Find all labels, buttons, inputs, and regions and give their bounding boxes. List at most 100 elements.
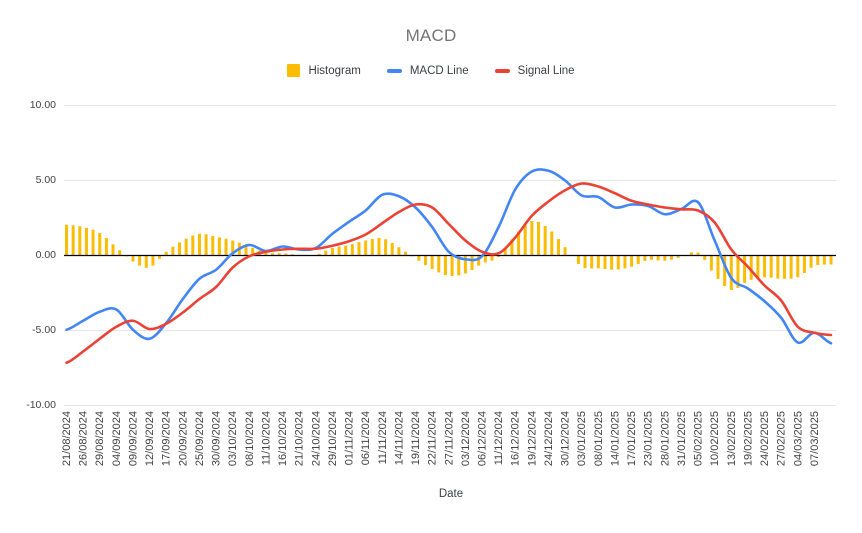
x-tick-label: 24/12/2024: [543, 411, 555, 466]
x-tick-label: 07/03/2025: [809, 411, 821, 466]
histogram-swatch-icon: [287, 64, 301, 77]
x-tick-label: 22/11/2024: [427, 411, 439, 465]
x-tick-label: 11/10/2024: [260, 411, 272, 465]
histogram-bar: [224, 238, 228, 256]
histogram-bar: [457, 255, 461, 276]
histogram-bar: [530, 221, 534, 256]
legend-item-histogram: Histogram: [287, 64, 361, 77]
histogram-bar: [104, 238, 108, 256]
histogram-bar: [317, 253, 321, 256]
histogram-bar: [144, 255, 148, 268]
histogram-bar: [344, 245, 348, 256]
histogram-bar: [816, 255, 820, 266]
x-tick-label: 04/03/2025: [792, 411, 804, 466]
legend-label-signal-line: Signal Line: [517, 64, 575, 77]
x-tick-label: 14/11/2024: [393, 411, 405, 465]
histogram-bar: [191, 235, 195, 256]
histogram-bar: [776, 255, 780, 279]
x-tick-label: 29/10/2024: [327, 411, 339, 466]
histogram-bar: [829, 255, 833, 265]
x-tick-label: 31/01/2025: [676, 411, 688, 466]
histogram-bar: [284, 253, 288, 256]
histogram-bar: [477, 255, 481, 266]
histogram-bar: [111, 244, 115, 256]
histogram-bar: [563, 247, 567, 256]
legend-item-macd-line: MACD Line: [386, 64, 469, 77]
x-tick-label: 27/02/2025: [776, 411, 788, 466]
x-tick-label: 19/11/2024: [410, 411, 422, 465]
y-tick-label: -5.00: [32, 324, 56, 336]
histogram-bar: [84, 227, 88, 256]
x-tick-label: 14/01/2025: [609, 411, 621, 466]
histogram-bar: [417, 255, 421, 261]
histogram-bar: [523, 224, 527, 256]
histogram-bar: [782, 255, 786, 279]
x-tick-label: 12/09/2024: [144, 411, 156, 466]
histogram-bar: [743, 255, 747, 283]
x-tick-label: 19/12/2024: [526, 411, 538, 466]
macd-line-swatch-icon: [386, 68, 402, 73]
legend-label-macd-line: MACD Line: [409, 64, 469, 77]
x-tick-label: 13/02/2025: [726, 411, 738, 466]
y-tick-label: 0.00: [35, 249, 56, 261]
histogram-bar: [669, 255, 673, 260]
x-tick-label: 29/08/2024: [94, 411, 106, 466]
histogram-bar: [576, 255, 580, 264]
x-tick-label: 17/09/2024: [161, 411, 173, 466]
histogram-bar: [158, 255, 162, 259]
x-tick-label: 04/09/2024: [111, 411, 123, 466]
histogram-bar: [337, 246, 341, 256]
histogram-bar: [822, 255, 826, 265]
histogram-bar: [151, 255, 155, 266]
histogram-bar: [211, 235, 215, 256]
histogram-bar: [650, 255, 654, 260]
chart-title: MACD: [405, 26, 457, 45]
x-tick-label: 11/11/2024: [377, 411, 389, 464]
x-tick-label: 08/01/2025: [593, 411, 605, 466]
histogram-bar: [809, 255, 813, 268]
x-tick-label: 06/12/2024: [477, 411, 489, 466]
histogram-bar: [497, 255, 501, 257]
histogram-bar: [98, 233, 102, 256]
histogram-bar: [556, 239, 560, 256]
x-tick-label: 11/12/2024: [493, 411, 505, 465]
x-tick-label: 19/02/2025: [742, 411, 754, 466]
histogram-bar: [65, 224, 68, 256]
x-tick-label: 03/10/2024: [227, 411, 239, 466]
histogram-bar: [749, 255, 753, 280]
histogram-bar: [610, 255, 614, 270]
histogram-bar: [131, 255, 135, 262]
histogram-bar: [463, 255, 467, 274]
histogram-bar: [543, 225, 547, 256]
histogram-bar: [71, 225, 75, 256]
histogram-bar: [364, 240, 368, 256]
histogram-bar: [656, 255, 660, 261]
x-tick-label: 05/02/2025: [693, 411, 705, 466]
histogram-bar: [769, 255, 773, 278]
histogram-bar: [763, 255, 767, 278]
histogram-bar: [663, 255, 667, 261]
histogram-bar: [510, 239, 514, 256]
histogram-bar: [796, 255, 800, 278]
x-tick-label: 25/09/2024: [194, 411, 206, 466]
signal-line-path: [65, 182, 833, 365]
histogram-bar: [277, 253, 281, 256]
histogram-bar: [138, 255, 142, 266]
histogram-bar: [636, 255, 640, 264]
x-tick-label: 26/08/2024: [78, 411, 90, 466]
macd-line-path: [65, 168, 833, 345]
histogram-bar: [231, 240, 235, 256]
y-tick-label: -10.00: [26, 399, 56, 411]
histogram-bar: [802, 255, 806, 273]
x-tick-label: 06/11/2024: [360, 411, 372, 465]
histogram-bar: [264, 252, 268, 256]
histogram-bar: [537, 221, 541, 256]
histogram-bar: [217, 237, 221, 256]
histogram-bar: [470, 255, 474, 270]
histogram-bar: [676, 255, 680, 258]
histogram-bar: [756, 255, 760, 279]
histogram-bar: [370, 238, 374, 256]
histogram-bar: [603, 255, 607, 270]
